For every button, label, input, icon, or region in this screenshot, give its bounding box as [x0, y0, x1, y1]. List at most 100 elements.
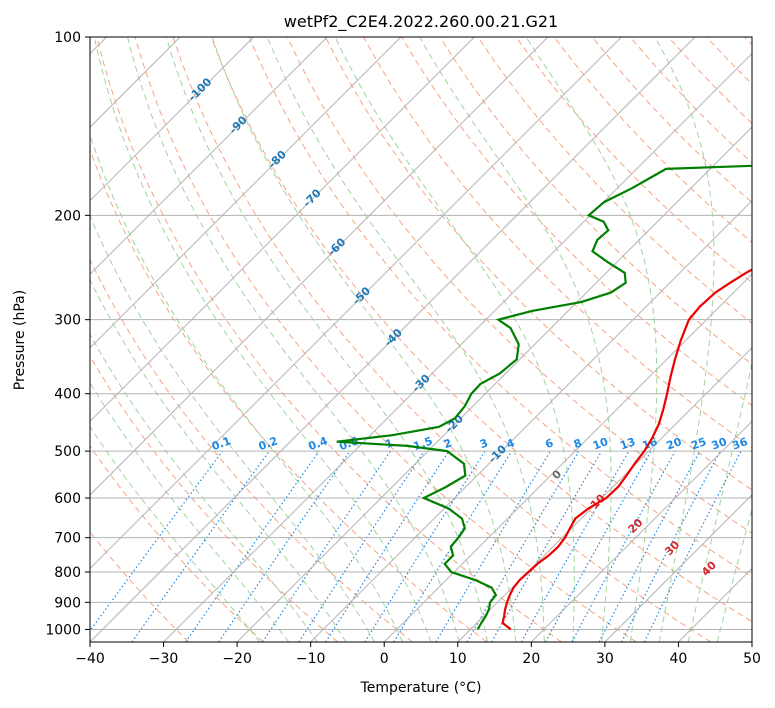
mixing-ratio-label: 6 — [543, 436, 555, 451]
isotherm — [383, 273, 752, 642]
y-tick-label: 1000 — [45, 622, 81, 638]
isotherm — [163, 52, 752, 642]
y-tick-label: 800 — [54, 565, 81, 581]
dry-adiabat — [90, 258, 413, 642]
y-tick-label: 700 — [54, 531, 81, 547]
moist-adiabat-label: 20 — [626, 516, 646, 536]
isotherm — [90, 37, 475, 423]
mixing-ratio-label: 36 — [730, 435, 749, 453]
dry-adiabat-label: -60 — [325, 235, 348, 258]
dry-adiabat — [591, 37, 752, 204]
x-tick-label: 40 — [670, 651, 688, 667]
sounding-profiles — [336, 164, 752, 631]
chart-title: wetPf2_C2E4.2022.260.00.21.G21 — [284, 12, 558, 32]
x-tick-label: 20 — [522, 651, 540, 667]
y-tick-label: 300 — [54, 313, 81, 329]
x-tick-label: −40 — [75, 651, 105, 667]
mixing-ratio-line — [435, 450, 552, 642]
dry-adiabat-label: -50 — [350, 284, 373, 307]
plot-frame — [89, 36, 753, 643]
axes: −40 −30 −20 −10 0 10 20 30 40 5010020030040050060… — [45, 30, 761, 667]
y-axis-label: Pressure (hPa) — [12, 290, 28, 390]
isotherm — [457, 347, 752, 642]
dry-adiabat — [325, 37, 752, 491]
dry-adiabat — [90, 445, 264, 642]
mixing-ratio-line — [325, 450, 450, 642]
isotherm — [236, 126, 752, 642]
isotherm — [751, 641, 752, 642]
isotherm — [678, 567, 752, 642]
moist-adiabat — [93, 37, 432, 642]
moist-adiabat — [687, 360, 752, 642]
y-tick-label: 500 — [54, 444, 81, 460]
moist-adiabat — [90, 425, 261, 642]
mixing-ratio-line — [218, 450, 351, 642]
isotherms — [90, 37, 752, 642]
dry-adiabat-label: -80 — [266, 148, 289, 171]
guide-line-labels: -100-90-80-70-60-50-40-30-20-100.1 0.2 0.4… — [186, 75, 750, 579]
dry-adiabat — [90, 531, 190, 642]
x-tick-label: −10 — [296, 651, 326, 667]
mixing-ratio-line — [90, 450, 223, 632]
x-tick-label: 0 — [380, 651, 389, 667]
isotherm — [90, 37, 549, 496]
isotherm — [90, 37, 255, 202]
y-tick-label: 100 — [54, 30, 81, 46]
x-axis-label: Temperature (°C) — [360, 680, 482, 696]
dry-adiabat — [172, 37, 712, 642]
dry-adiabat-label: -100 — [186, 75, 215, 104]
dry-adiabat — [629, 37, 752, 164]
mixing-ratio-label: 20 — [665, 435, 684, 453]
dry-adiabat-label: -10 — [486, 442, 509, 465]
y-tick-label: 400 — [54, 387, 81, 403]
mixing-ratio-line — [131, 450, 270, 642]
dewpoint-profile — [336, 164, 752, 630]
dry-adiabat-label: -90 — [227, 113, 250, 136]
dry-adiabat — [439, 37, 752, 365]
mixing-ratio-line — [466, 450, 580, 642]
dry-adiabat — [744, 37, 752, 46]
mixing-ratio-line — [545, 450, 652, 642]
temperature-profile — [501, 268, 752, 631]
isotherm — [310, 199, 752, 642]
dry-adiabat — [286, 37, 752, 534]
y-tick-label: 200 — [54, 208, 81, 224]
mixing-ratio-line — [643, 450, 742, 642]
plot-area: -100-90-80-70-60-50-40-30-20-100.1 0.2 0.4… — [90, 37, 752, 642]
dry-adiabat — [248, 37, 752, 578]
x-tick-label: 10 — [449, 651, 467, 667]
mixing-ratio-line — [261, 450, 391, 642]
moist-adiabat — [334, 37, 575, 642]
x-tick-label: 30 — [596, 651, 614, 667]
moist-adiabat-label: 40 — [699, 558, 719, 578]
moist-adiabat — [90, 214, 375, 642]
isotherm — [90, 37, 622, 570]
dry-adiabat — [477, 37, 752, 324]
isotherm — [90, 37, 696, 642]
mixing-ratio-label: 10 — [591, 435, 610, 453]
dry-adiabat-label: -30 — [410, 372, 433, 395]
moist-adiabat — [266, 37, 545, 642]
dry-adiabat — [96, 37, 562, 642]
isotherm — [604, 494, 752, 642]
mixing-ratio-label: 13 — [618, 435, 637, 452]
dry-adiabat — [90, 355, 339, 642]
isotherm — [90, 37, 402, 349]
moist-adiabat — [90, 133, 404, 642]
mixing-ratio-label: 4 — [505, 436, 517, 451]
mixing-ratio-label: 3 — [478, 436, 490, 451]
isotherm — [530, 420, 752, 642]
x-tick-label: 50 — [743, 651, 761, 667]
mixing-ratio-label: 25 — [689, 435, 708, 452]
isobars — [90, 37, 752, 630]
mixing-ratio-label: 1.5 — [412, 434, 435, 453]
mixing-ratio-line — [298, 450, 425, 642]
dry-adiabat-label: -70 — [301, 186, 324, 209]
mixing-ratio-label: 0.1 — [210, 434, 233, 453]
mixing-ratio-label: 30 — [710, 435, 729, 453]
moist-adiabat — [90, 333, 318, 642]
mixing-ratio-label: 8 — [572, 436, 584, 451]
moist-adiabat — [419, 37, 612, 642]
y-tick-label: 600 — [54, 491, 81, 507]
